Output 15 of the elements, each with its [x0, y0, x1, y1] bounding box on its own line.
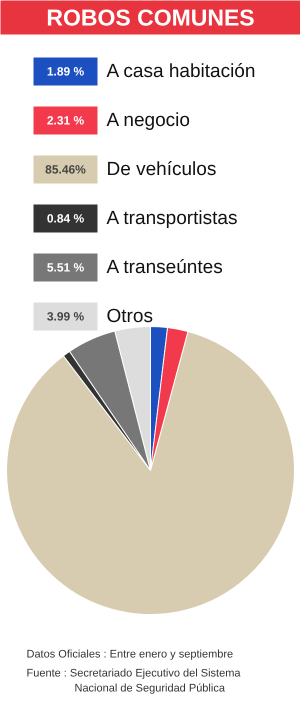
legend-label: A transportistas — [106, 208, 238, 229]
legend-label: De vehículos — [106, 159, 216, 180]
data-label: 1.89 % — [46, 64, 85, 78]
data-label: 5.51 % — [46, 260, 85, 274]
text: Datos Oficiales : Entre enero y septiembre — [26, 648, 234, 660]
data-label: 0.84 % — [46, 212, 85, 226]
source-note: Fuente : Secretariado Ejecutivo del Sistema Nacional de Seguridad Pública — [26, 668, 242, 694]
data-label: 3.99 % — [46, 310, 85, 324]
legend-label: A negocio — [106, 110, 190, 131]
legend-label: Otros — [106, 306, 153, 327]
chart-title: ROBOS COMUNES — [46, 4, 255, 30]
data-label: 85.46% — [45, 162, 86, 176]
legend-label: A transeúntes — [106, 257, 223, 278]
legend-label: A casa habitación — [106, 61, 256, 82]
data-label: 2.31 % — [46, 114, 85, 128]
